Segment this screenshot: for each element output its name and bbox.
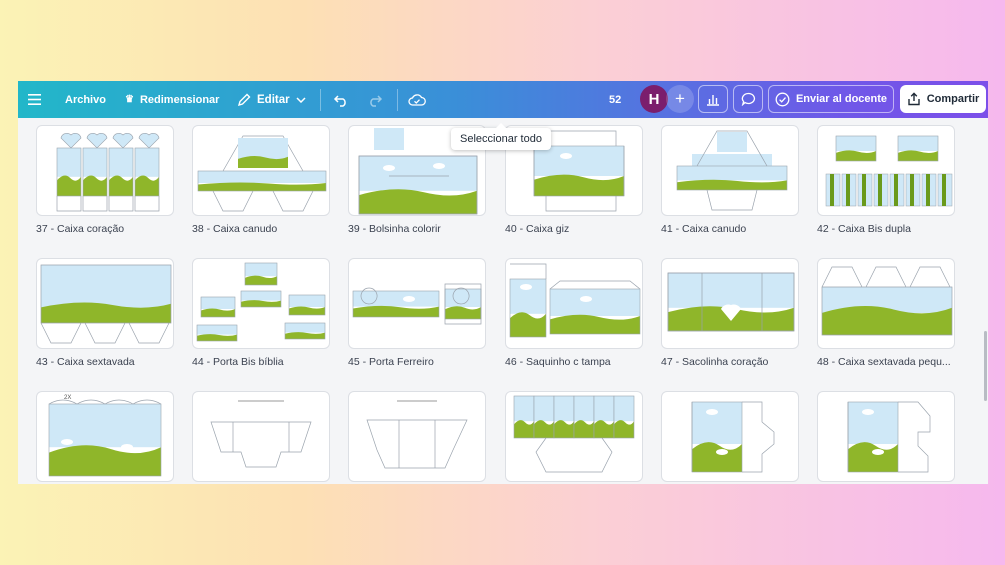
page-preview-image — [56, 133, 160, 212]
menu-button[interactable] — [28, 81, 41, 118]
page-thumbnail[interactable] — [348, 391, 486, 482]
redo-button[interactable] — [367, 81, 383, 118]
page-count-value: 52 — [609, 93, 622, 106]
comments-button[interactable] — [733, 85, 763, 113]
page-thumbnail[interactable] — [661, 391, 799, 482]
resize-label: Redimensionar — [139, 93, 220, 106]
page-thumbnail[interactable] — [348, 125, 486, 216]
page-preview-image — [210, 400, 312, 468]
avatar-initial: H — [648, 90, 660, 108]
toolbar-divider — [320, 89, 321, 111]
editor-window: Archivo ♛ Redimensionar Editar — [18, 81, 988, 484]
page-preview-image — [847, 401, 931, 473]
upload-icon — [908, 92, 920, 106]
page-thumbnail[interactable] — [661, 258, 799, 349]
avatar[interactable]: H — [640, 85, 668, 113]
page-label[interactable]: 44 - Porta Bis bíblia — [192, 356, 284, 368]
page-preview-image — [197, 135, 327, 212]
pencil-icon — [237, 93, 251, 106]
page-thumbnail[interactable] — [36, 258, 174, 349]
save-status-button[interactable] — [408, 81, 426, 118]
hamburger-icon — [28, 94, 41, 105]
page-thumbnail[interactable] — [505, 258, 643, 349]
file-menu-label: Archivo — [65, 93, 106, 106]
page-label[interactable]: 41 - Caixa canudo — [661, 223, 747, 235]
file-menu-button[interactable]: Archivo — [65, 81, 106, 118]
page-preview-image — [533, 130, 625, 212]
page-preview-image — [196, 262, 326, 342]
resize-button[interactable]: ♛ Redimensionar — [125, 81, 219, 118]
page-preview-image — [667, 272, 795, 332]
page-label[interactable]: 47 - Sacolinha coração — [661, 356, 769, 368]
page-label[interactable]: 38 - Caixa canudo — [192, 223, 278, 235]
redo-icon — [370, 94, 383, 107]
page-label[interactable]: 42 - Caixa Bis dupla — [817, 223, 911, 235]
insights-button[interactable] — [698, 85, 728, 113]
page-label[interactable]: 40 - Caixa giz — [505, 223, 570, 235]
tooltip: Seleccionar todo — [451, 123, 551, 150]
check-circle-icon — [775, 92, 790, 106]
comment-icon — [741, 92, 755, 106]
page-count[interactable]: 52 — [609, 81, 621, 118]
page-thumbnail[interactable] — [192, 125, 330, 216]
page-label[interactable]: 37 - Caixa coração — [36, 223, 125, 235]
cloud-check-icon — [408, 94, 426, 106]
page-preview-image — [366, 400, 468, 469]
share-label: Compartir — [926, 93, 980, 105]
send-to-teacher-label: Enviar al docente — [795, 93, 888, 105]
toolbar-divider — [397, 89, 398, 111]
page-preview-image — [691, 401, 775, 473]
page-preview-image — [825, 135, 953, 207]
page-preview-image — [821, 266, 953, 336]
page-preview-image — [513, 395, 635, 473]
share-button[interactable]: Compartir — [900, 85, 986, 113]
plus-icon: + — [675, 89, 685, 108]
page-thumbnail[interactable] — [661, 125, 799, 216]
bar-chart-icon — [707, 94, 719, 106]
page-label[interactable]: 39 - Bolsinha colorir — [348, 223, 441, 235]
page-thumbnail[interactable] — [505, 391, 643, 482]
page-thumbnail[interactable]: 2X — [36, 391, 174, 482]
page-label[interactable]: 48 - Caixa sextavada pequ... — [817, 356, 951, 368]
send-to-teacher-button[interactable]: Enviar al docente — [768, 85, 894, 113]
top-toolbar: Archivo ♛ Redimensionar Editar — [18, 81, 988, 118]
page-preview-image — [509, 263, 641, 338]
page-label[interactable]: 46 - Saquinho c tampa — [505, 356, 611, 368]
page-thumbnail[interactable] — [192, 391, 330, 482]
page-thumbnail[interactable] — [817, 258, 955, 349]
page-thumbnail[interactable] — [817, 125, 955, 216]
undo-button[interactable] — [333, 81, 349, 118]
page-thumbnail[interactable] — [192, 258, 330, 349]
page-thumbnail[interactable] — [817, 391, 955, 482]
undo-icon — [333, 94, 346, 107]
page-preview-image: 2X — [48, 395, 162, 477]
multiplier-text: 2X — [64, 395, 71, 401]
page-preview-image — [358, 128, 478, 215]
edit-dropdown[interactable]: Editar — [237, 81, 306, 118]
page-label[interactable]: 45 - Porta Ferreiro — [348, 356, 434, 368]
page-preview-image — [40, 264, 172, 344]
tooltip-text: Seleccionar todo — [460, 133, 542, 145]
page-preview-image — [352, 283, 482, 325]
page-preview-image — [676, 130, 788, 211]
chevron-down-icon — [296, 96, 306, 103]
edit-label: Editar — [257, 93, 290, 106]
crown-icon: ♛ — [125, 94, 134, 105]
add-collaborator-button[interactable]: + — [666, 85, 694, 113]
scrollbar[interactable] — [984, 331, 987, 401]
page-thumbnail[interactable] — [348, 258, 486, 349]
page-thumbnail[interactable] — [36, 125, 174, 216]
page-label[interactable]: 43 - Caixa sextavada — [36, 356, 135, 368]
